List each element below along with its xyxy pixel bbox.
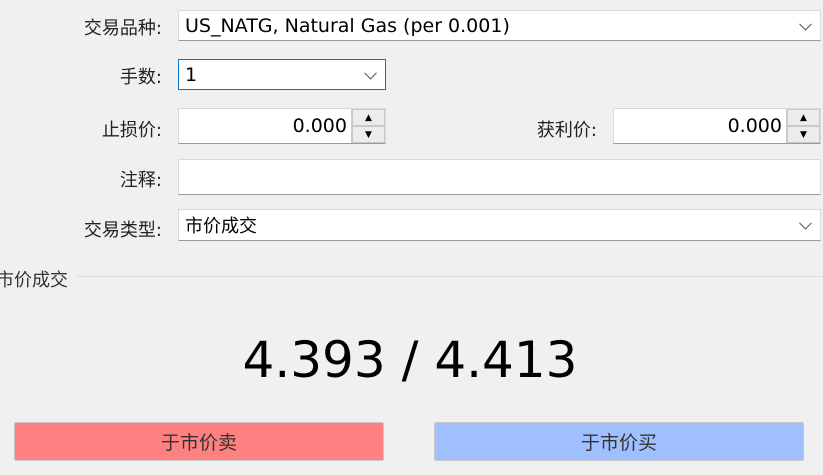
symbol-select[interactable]: US_NATG, Natural Gas (per 0.001) [178,10,821,41]
take-profit-input[interactable]: 0.000 ▲ ▼ [613,108,821,144]
chevron-down-icon [799,216,812,230]
symbol-value: US_NATG, Natural Gas (per 0.001) [185,14,510,37]
buy-button[interactable]: 于市价买 [434,422,804,461]
spin-up-icon[interactable]: ▲ [787,109,820,126]
ask-price: 4.413 [434,331,578,389]
volume-label: 手数: [119,67,162,88]
spin-up-icon[interactable]: ▲ [352,109,385,126]
stop-loss-value: 0.000 [292,115,347,137]
volume-select[interactable]: 1 [178,59,386,90]
comment-input[interactable] [178,159,821,195]
order-type-label: 交易类型: [83,220,162,241]
spin-down-icon[interactable]: ▼ [352,126,385,143]
order-type-select[interactable]: 市价成交 [178,209,821,241]
take-profit-label: 获利价: [536,120,597,141]
bid-price: 4.393 [242,331,386,389]
volume-value: 1 [185,63,198,86]
order-type-value: 市价成交 [185,216,257,237]
sell-button[interactable]: 于市价卖 [14,422,384,461]
group-divider [76,276,823,277]
comment-label: 注释: [119,170,162,191]
stop-loss-label: 止损价: [101,120,162,141]
spin-down-icon[interactable]: ▼ [787,126,820,143]
price-separator: / [385,331,435,389]
take-profit-value: 0.000 [727,115,782,137]
price-display: 4.393 / 4.413 [0,328,820,392]
stop-loss-input[interactable]: 0.000 ▲ ▼ [178,108,386,144]
chevron-down-icon [364,66,377,80]
market-group-title: 市价成交 [0,270,68,291]
chevron-down-icon [799,17,812,31]
symbol-label: 交易品种: [83,18,162,39]
